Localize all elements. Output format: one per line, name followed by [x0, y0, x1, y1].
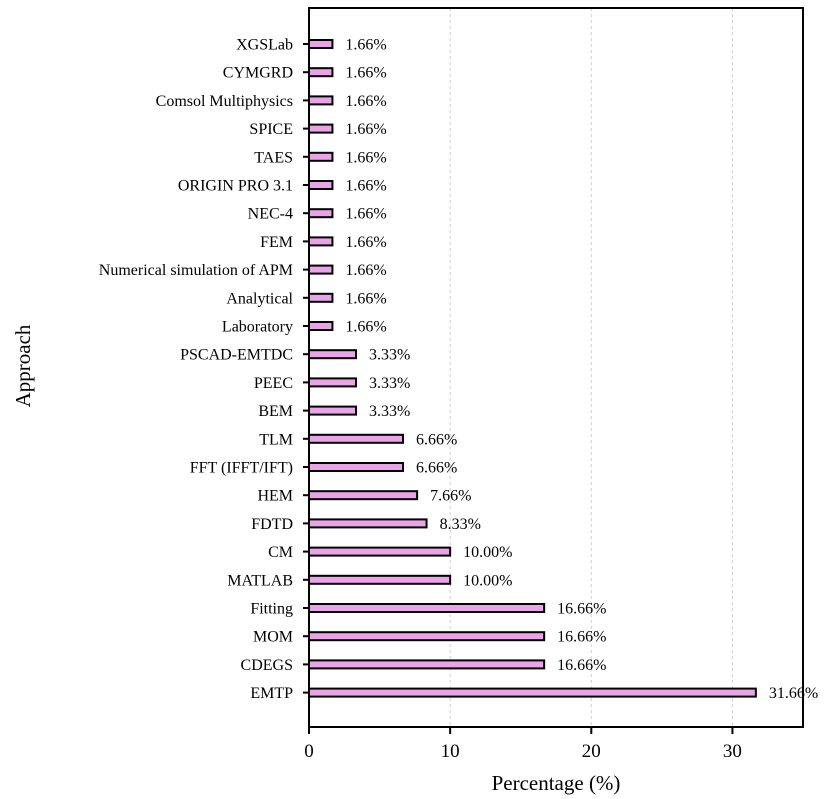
category-label-17: FDTD	[251, 516, 293, 533]
category-label-13: BEM	[258, 403, 293, 420]
bar-13	[308, 405, 358, 416]
bar-23	[308, 687, 757, 698]
value-label-5: 1.66%	[345, 178, 386, 195]
category-label-4: TAES	[254, 149, 293, 166]
x-axis-ticks: 0 10 20 30	[304, 727, 742, 762]
value-label-7: 1.66%	[345, 234, 386, 251]
value-label-9: 1.66%	[345, 290, 386, 307]
category-label-3: SPICE	[249, 121, 293, 138]
category-label-0: XGSLab	[236, 37, 293, 54]
bar-5	[308, 180, 334, 190]
bar-7	[308, 236, 334, 247]
bar-2	[308, 95, 334, 106]
value-label-4: 1.66%	[345, 149, 386, 166]
x-tick-label-3: 30	[723, 741, 742, 762]
bar-16	[308, 490, 419, 501]
value-label-17: 8.33%	[440, 516, 481, 533]
category-label-18: CM	[268, 544, 293, 561]
value-label-19: 10.00%	[463, 572, 512, 589]
bar-20	[308, 603, 546, 613]
category-label-2: Comsol Multiphysics	[156, 93, 293, 110]
category-label-21: MOM	[253, 629, 293, 646]
category-label-7: FEM	[260, 234, 293, 251]
y-axis-title: Approach	[11, 324, 35, 407]
category-label-19: MATLAB	[227, 572, 293, 589]
x-axis-title: Percentage (%)	[492, 771, 621, 795]
category-label-14: TLM	[259, 431, 293, 448]
value-label-6: 1.66%	[345, 206, 386, 223]
bar-12	[308, 377, 358, 388]
value-label-21: 16.66%	[557, 629, 606, 646]
category-label-10: Laboratory	[222, 319, 293, 336]
value-label-0: 1.66%	[345, 37, 386, 54]
bar-10	[308, 321, 334, 331]
plot-frame	[308, 7, 804, 728]
bar-11	[308, 349, 358, 360]
value-label-11: 3.33%	[369, 347, 410, 364]
x-tick-label-2: 20	[582, 741, 601, 762]
value-label-23: 31.66%	[769, 685, 818, 702]
bar-4	[308, 151, 334, 162]
category-label-9: Analytical	[226, 290, 293, 307]
bar-6	[308, 208, 334, 219]
bar-3	[308, 123, 334, 134]
value-label-20: 16.66%	[557, 601, 606, 618]
bar-14	[308, 433, 405, 444]
value-label-8: 1.66%	[345, 262, 386, 279]
bar-18	[308, 546, 452, 557]
value-label-13: 3.33%	[369, 403, 410, 420]
grid-lines	[449, 8, 733, 727]
category-labels: XGSLab CYMGRD Comsol Multiphysics SPICE TAES…	[99, 37, 309, 702]
bar-0	[308, 39, 334, 49]
value-label-22: 16.66%	[557, 657, 606, 674]
category-label-5: ORIGIN PRO 3.1	[178, 178, 293, 195]
value-label-3: 1.66%	[345, 121, 386, 138]
category-label-11: PSCAD-EMTDC	[180, 347, 293, 364]
value-label-18: 10.00%	[463, 544, 512, 561]
value-labels: 1.66% 1.66% 1.66% 1.66% 1.66% 1.66% 1.66% 1.66%…	[345, 37, 818, 703]
bar-17	[308, 518, 428, 529]
x-tick-label-0: 0	[304, 741, 314, 762]
bar-21	[308, 631, 546, 642]
bar-22	[308, 659, 546, 670]
category-label-16: HEM	[257, 488, 293, 505]
value-label-2: 1.66%	[345, 93, 386, 110]
category-label-12: PEEC	[254, 375, 293, 392]
category-label-20: Fitting	[250, 601, 293, 618]
x-tick-label-1: 10	[441, 741, 460, 762]
bar-8	[308, 264, 334, 275]
bar-9	[308, 292, 334, 303]
category-label-23: EMTP	[250, 685, 293, 702]
value-label-1: 1.66%	[345, 65, 386, 82]
value-label-10: 1.66%	[345, 319, 386, 336]
value-label-14: 6.66%	[416, 431, 457, 448]
bar-15	[308, 462, 405, 472]
bars	[308, 39, 757, 698]
value-label-12: 3.33%	[369, 375, 410, 392]
category-label-8: Numerical simulation of APM	[99, 262, 293, 279]
bar-19	[308, 574, 452, 585]
category-label-22: CDEGS	[241, 657, 293, 674]
category-label-15: FFT (IFFT/IFT)	[190, 460, 293, 477]
category-label-1: CYMGRD	[223, 65, 293, 82]
value-label-15: 6.66%	[416, 460, 457, 477]
category-label-6: NEC-4	[248, 206, 293, 223]
bar-1	[308, 67, 334, 78]
value-label-16: 7.66%	[430, 488, 471, 505]
